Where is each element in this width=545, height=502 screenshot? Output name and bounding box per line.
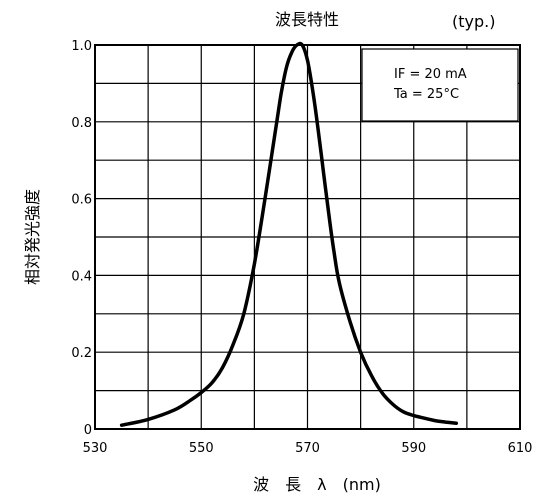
y-tick-label: 0.6 <box>71 193 92 208</box>
condition-temperature: Ta = 25°C <box>393 87 459 102</box>
y-tick-label: 0 <box>84 423 92 438</box>
x-tick-label: 570 <box>295 441 320 456</box>
series-line <box>119 41 459 427</box>
chart-title: 波長特性 <box>275 10 339 29</box>
condition-current: IF = 20 mA <box>394 67 467 82</box>
y-axis-label: 相対発光強度 <box>23 189 42 285</box>
tick-labels: 530 550 570 590 610 0 0.2 0.4 0.6 0.8 1.0 <box>71 39 532 456</box>
y-tick-label: 0.4 <box>71 269 92 284</box>
x-tick-label: 590 <box>401 441 426 456</box>
typ-note: (typ.) <box>452 12 495 31</box>
x-tick-label: 530 <box>83 441 108 456</box>
x-tick-label: 610 <box>508 441 533 456</box>
x-axis-label: 波 長 λ (nm) <box>253 475 381 494</box>
conditions-box <box>361 48 519 122</box>
y-tick-label: 0.2 <box>71 346 92 361</box>
x-tick-label: 550 <box>189 441 214 456</box>
y-tick-label: 1.0 <box>71 39 92 54</box>
y-tick-label: 0.8 <box>71 116 92 131</box>
